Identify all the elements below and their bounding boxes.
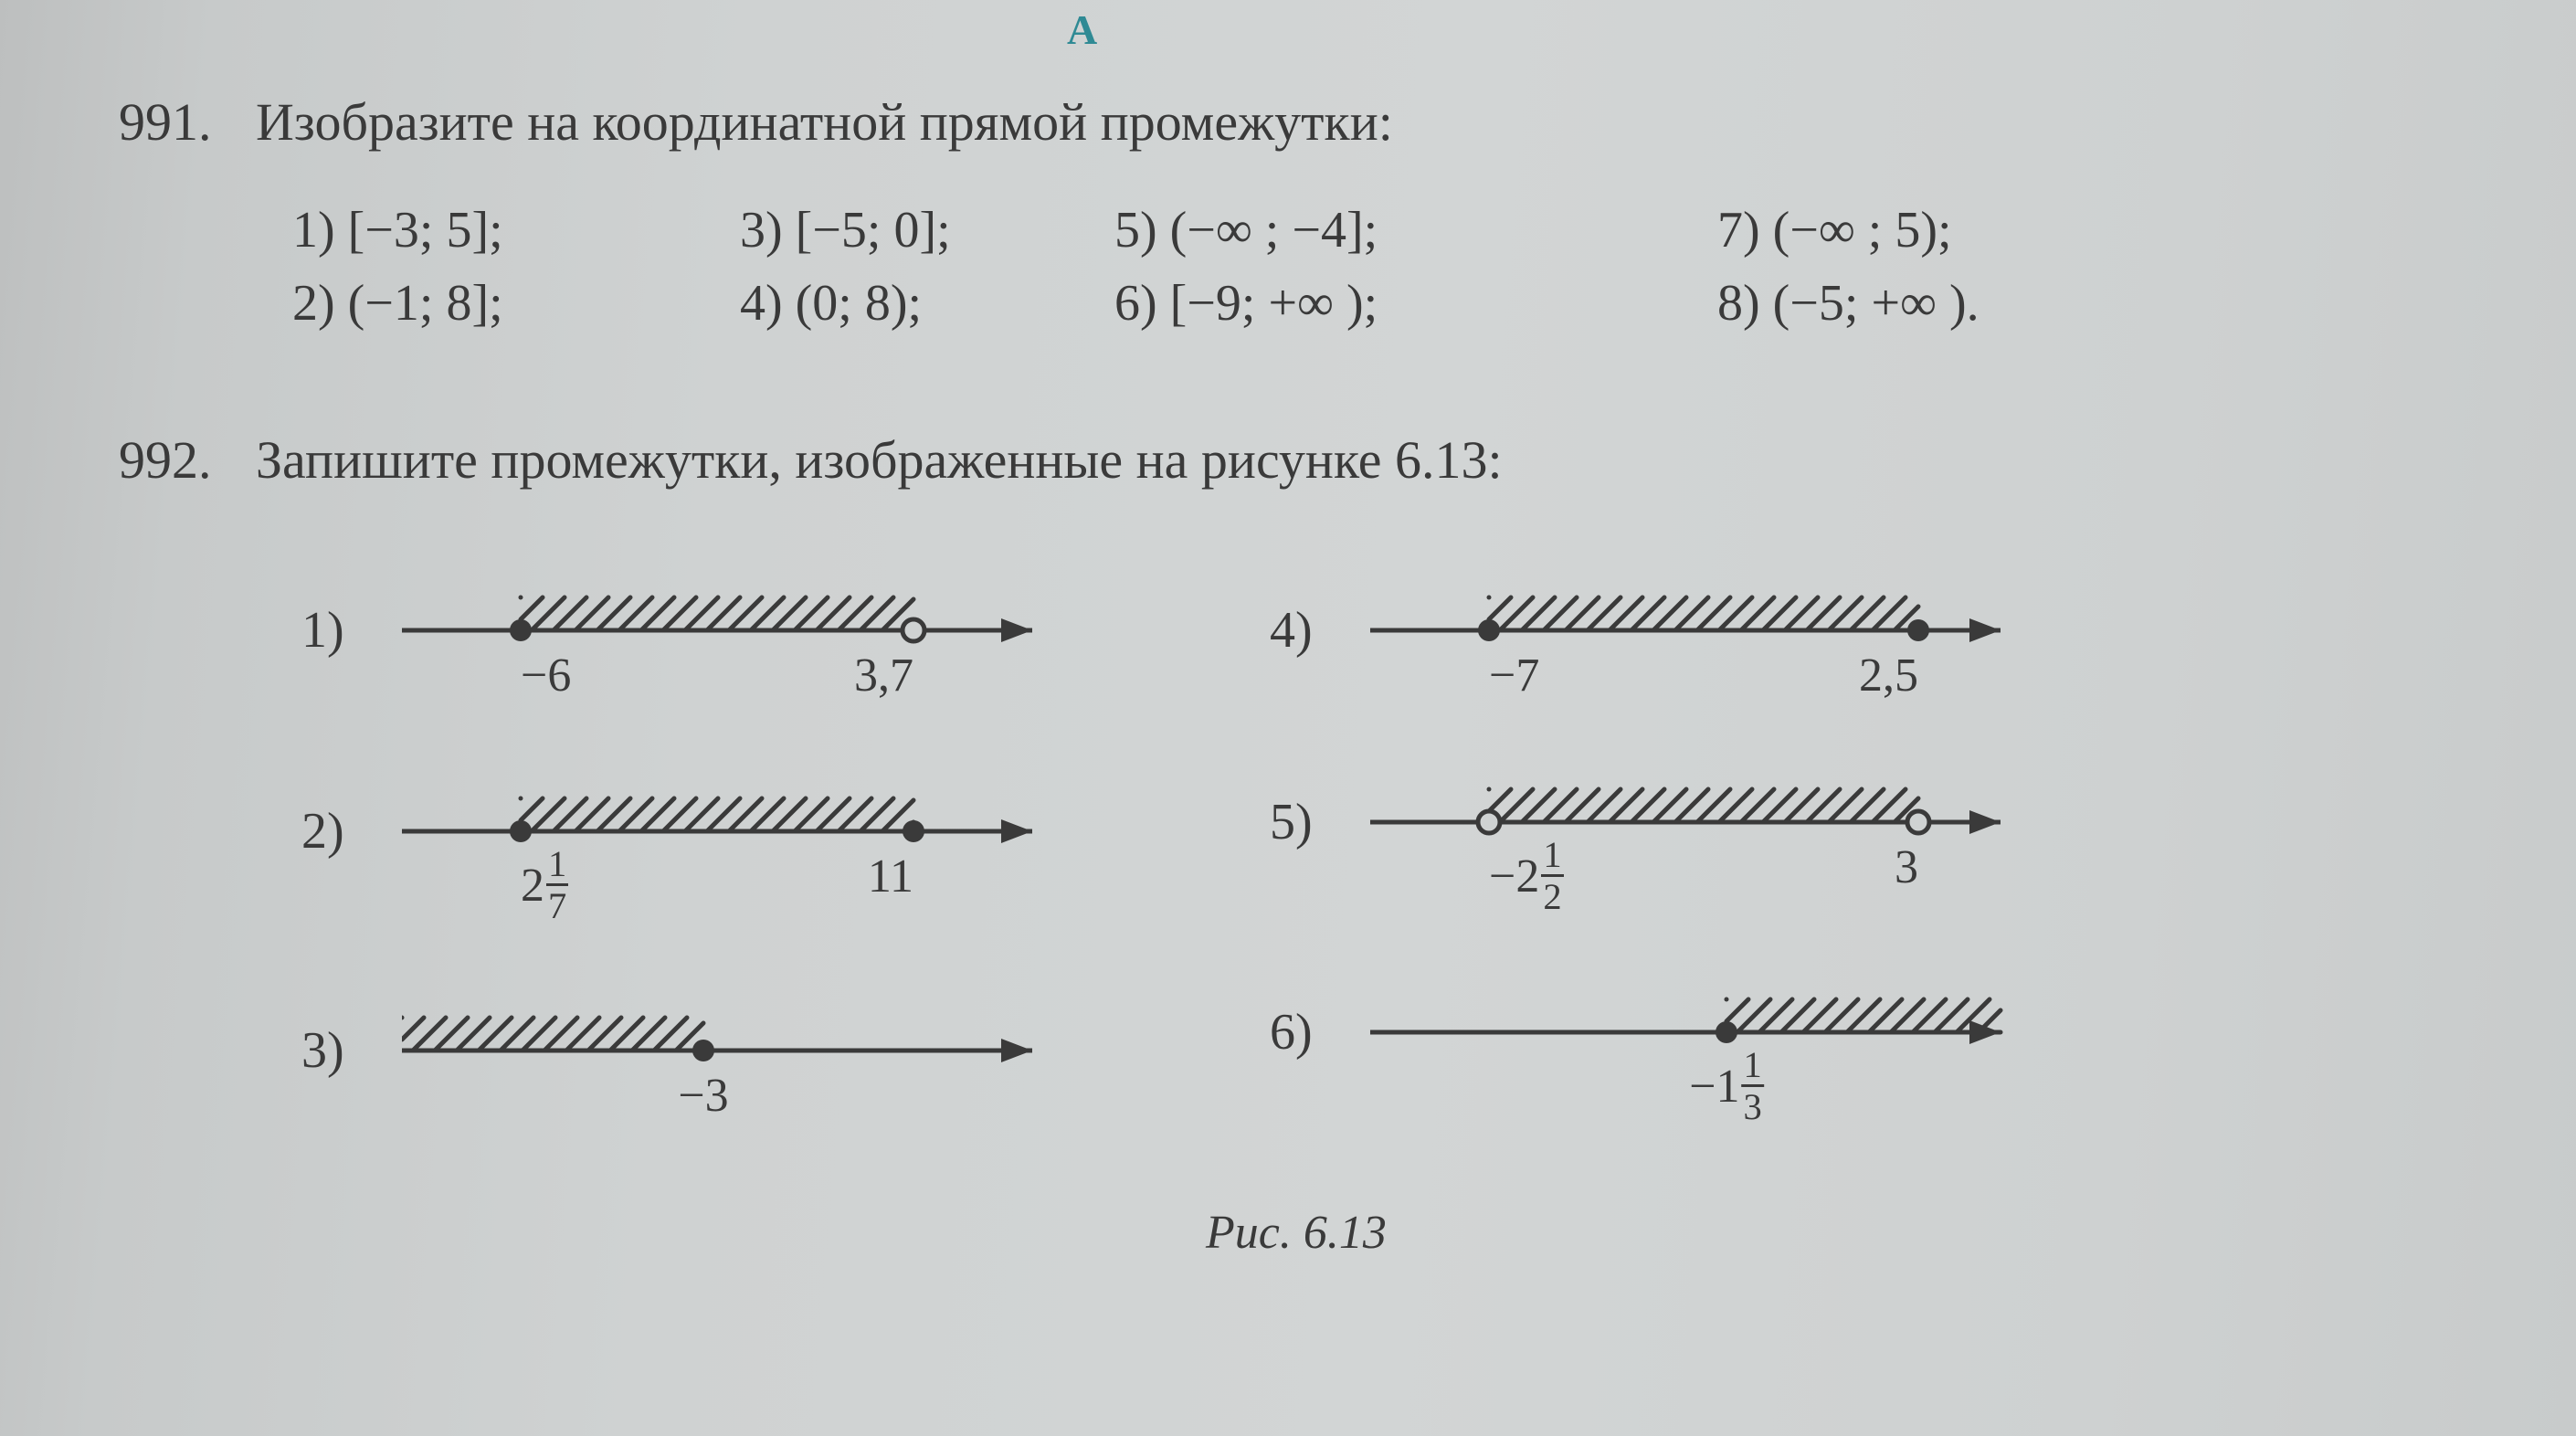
problem-991-number: 991.	[119, 91, 212, 153]
problem-992-text: Запишите промежутки, изображенные на рис…	[256, 429, 1503, 491]
page: А 991. Изобразите на координатной прямой…	[0, 0, 2576, 1436]
p991-item-4: 4) (0; 8);	[740, 274, 922, 333]
p991-item-5: 5) (−∞ ; −4];	[1114, 201, 1378, 259]
diagram-label: 3	[1895, 840, 1918, 894]
p991-item-7: 7) (−∞ ; 5);	[1717, 201, 1952, 259]
p991-item-2: 2) (−1; 8];	[292, 274, 503, 333]
section-letter: А	[1067, 5, 1099, 54]
p991-item-1: 1) [−3; 5];	[292, 201, 503, 259]
diagram-item-number: 5)	[1270, 793, 1313, 851]
diagram-item-number: 6)	[1270, 1003, 1313, 1061]
interval-diagram: −7 2,5	[1370, 585, 2028, 795]
p991-item-8: 8) (−5; +∞ ).	[1717, 274, 1980, 333]
interval-diagram: −113	[1370, 987, 2028, 1197]
diagram-item-number: 4)	[1270, 601, 1313, 660]
diagram-item-number: 1)	[301, 601, 344, 660]
interval-diagram: −6 3,7	[402, 585, 1060, 795]
p991-item-3: 3) [−5; 0];	[740, 201, 951, 259]
figure-caption: Рис. 6.13	[1206, 1206, 1387, 1260]
diagram-label: −3	[678, 1069, 728, 1123]
interval-diagram: −212 3	[1370, 776, 2028, 987]
interval-diagram: −3	[402, 1005, 1060, 1215]
diagram-label: −7	[1489, 649, 1539, 702]
diagram-label: 2,5	[1859, 649, 1918, 702]
problem-991-text: Изобразите на координатной прямой промеж…	[256, 91, 1393, 153]
interval-diagram: 217 11	[402, 786, 1060, 996]
diagram-item-number: 2)	[301, 802, 344, 861]
diagram-label: 3,7	[854, 649, 913, 702]
problem-992-number: 992.	[119, 429, 212, 491]
diagram-label: −6	[521, 649, 571, 702]
p991-item-6: 6) [−9; +∞ );	[1114, 274, 1378, 333]
diagram-item-number: 3)	[301, 1021, 344, 1080]
diagram-label: −212	[1489, 837, 1564, 915]
diagram-label: −113	[1689, 1047, 1764, 1125]
diagram-label: 11	[868, 850, 913, 903]
diagram-label: 217	[521, 846, 568, 924]
